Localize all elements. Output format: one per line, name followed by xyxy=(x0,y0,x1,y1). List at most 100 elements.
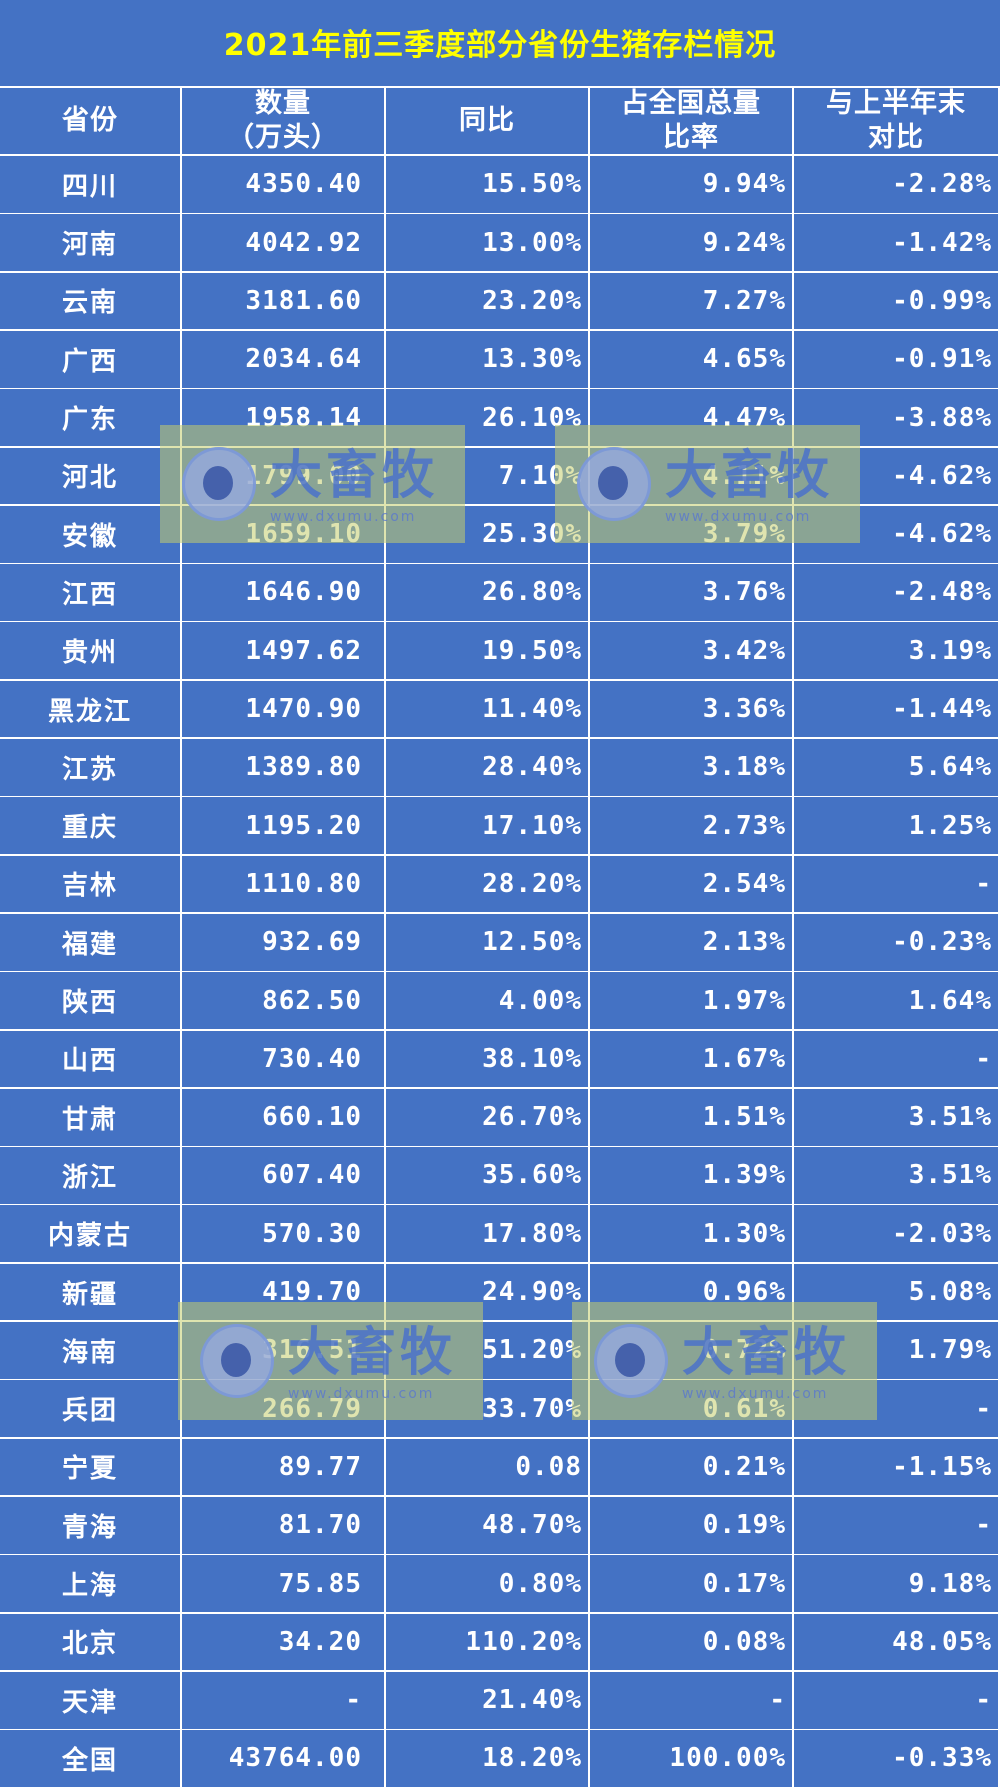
value-cell: 1.64% xyxy=(794,972,1000,1031)
province-cell: 云南 xyxy=(0,272,182,332)
value-cell: 862.50 xyxy=(182,972,386,1031)
value-cell: 5.08% xyxy=(794,1263,1000,1323)
value-cell: -0.33% xyxy=(794,1730,1000,1789)
province-cell: 全国 xyxy=(0,1730,182,1789)
value-cell: 2034.64 xyxy=(182,330,386,390)
value-cell: 9.94% xyxy=(590,156,794,215)
value-cell: 28.20% xyxy=(386,855,590,915)
province-cell: 山西 xyxy=(0,1030,182,1090)
value-cell: -2.48% xyxy=(794,564,1000,623)
value-cell: 18.20% xyxy=(386,1730,590,1789)
value-cell: 2.13% xyxy=(590,913,794,973)
province-cell: 兵团 xyxy=(0,1380,182,1440)
value-cell: 0.17% xyxy=(590,1555,794,1614)
value-cell: 9.18% xyxy=(794,1555,1000,1614)
value-cell: -0.91% xyxy=(794,330,1000,390)
column-header: 省份 xyxy=(0,88,182,156)
province-cell: 四川 xyxy=(0,156,182,215)
value-cell: 25.30% xyxy=(386,505,590,565)
value-cell: 28.40% xyxy=(386,739,590,798)
column-header-label: 省份 xyxy=(62,105,118,136)
value-cell: 5.64% xyxy=(794,739,1000,798)
value-cell: 4.47% xyxy=(590,389,794,448)
value-cell: 110.20% xyxy=(386,1613,590,1673)
value-cell: - xyxy=(590,1671,794,1731)
column-header-label: 占全国总量 xyxy=(621,88,761,119)
value-cell: 1497.62 xyxy=(182,622,386,682)
column-header-label: （万头） xyxy=(227,122,339,153)
value-cell: 13.30% xyxy=(386,330,590,390)
province-cell: 吉林 xyxy=(0,855,182,915)
value-cell: 34.20 xyxy=(182,1613,386,1673)
value-cell: 1.79% xyxy=(794,1322,1000,1381)
province-cell: 内蒙古 xyxy=(0,1205,182,1265)
value-cell: 13.00% xyxy=(386,214,590,274)
value-cell: 0.19% xyxy=(590,1496,794,1556)
value-cell: -3.88% xyxy=(794,389,1000,448)
value-cell: 1195.20 xyxy=(182,797,386,857)
value-cell: 0.61% xyxy=(590,1380,794,1440)
value-cell: 3.18% xyxy=(590,739,794,798)
value-cell: 38.10% xyxy=(386,1030,590,1090)
column-header-label: 同比 xyxy=(459,105,515,136)
value-cell: 1.39% xyxy=(590,1147,794,1206)
value-cell: 81.70 xyxy=(182,1496,386,1556)
value-cell: 1.51% xyxy=(590,1088,794,1148)
value-cell: 1.30% xyxy=(590,1205,794,1265)
value-cell: 3.76% xyxy=(590,564,794,623)
value-cell: - xyxy=(182,1671,386,1731)
province-cell: 宁夏 xyxy=(0,1438,182,1498)
value-cell: 266.79 xyxy=(182,1380,386,1440)
province-cell: 福建 xyxy=(0,913,182,973)
value-cell: 7.10% xyxy=(386,447,590,507)
value-cell: 7.27% xyxy=(590,272,794,332)
value-cell: 1.67% xyxy=(590,1030,794,1090)
value-cell: 4.65% xyxy=(590,330,794,390)
value-cell: 4.00% xyxy=(386,972,590,1031)
value-cell: 419.70 xyxy=(182,1263,386,1323)
column-header-label: 数量 xyxy=(255,88,311,119)
province-cell: 重庆 xyxy=(0,797,182,857)
value-cell: 0.08 xyxy=(386,1438,590,1498)
value-cell: 26.10% xyxy=(386,389,590,448)
province-cell: 江苏 xyxy=(0,739,182,798)
value-cell: 570.30 xyxy=(182,1205,386,1265)
value-cell: 1659.10 xyxy=(182,505,386,565)
value-cell: -1.42% xyxy=(794,214,1000,274)
table-title: 2021年前三季度部分省份生猪存栏情况 xyxy=(223,28,777,63)
value-cell: 1799.00 xyxy=(182,447,386,507)
column-header-label: 比率 xyxy=(663,122,719,153)
value-cell: 1.25% xyxy=(794,797,1000,857)
value-cell: 24.90% xyxy=(386,1263,590,1323)
value-cell: 2.54% xyxy=(590,855,794,915)
value-cell: -2.28% xyxy=(794,156,1000,215)
value-cell: 0.96% xyxy=(590,1263,794,1323)
column-header: 占全国总量 比率 xyxy=(590,88,794,156)
value-cell: 1389.80 xyxy=(182,739,386,798)
value-cell: 17.80% xyxy=(386,1205,590,1265)
value-cell: 48.70% xyxy=(386,1496,590,1556)
value-cell: 3.79% xyxy=(590,505,794,565)
value-cell: 3.51% xyxy=(794,1147,1000,1206)
province-cell: 上海 xyxy=(0,1555,182,1614)
column-header-label: 与上半年末 xyxy=(826,88,966,119)
value-cell: 23.20% xyxy=(386,272,590,332)
province-cell: 北京 xyxy=(0,1613,182,1673)
province-cell: 江西 xyxy=(0,564,182,623)
value-cell: -2.03% xyxy=(794,1205,1000,1265)
column-header-label: 对比 xyxy=(868,122,924,153)
value-cell: 12.50% xyxy=(386,913,590,973)
province-cell: 天津 xyxy=(0,1671,182,1731)
column-header: 数量 （万头） xyxy=(182,88,386,156)
value-cell: 4042.92 xyxy=(182,214,386,274)
province-cell: 河南 xyxy=(0,214,182,274)
province-cell: 安徽 xyxy=(0,505,182,565)
value-cell: 932.69 xyxy=(182,913,386,973)
value-cell: - xyxy=(794,855,1000,915)
province-cell: 河北 xyxy=(0,447,182,507)
value-cell: 9.24% xyxy=(590,214,794,274)
value-cell: -0.23% xyxy=(794,913,1000,973)
value-cell: -0.99% xyxy=(794,272,1000,332)
value-cell: 730.40 xyxy=(182,1030,386,1090)
